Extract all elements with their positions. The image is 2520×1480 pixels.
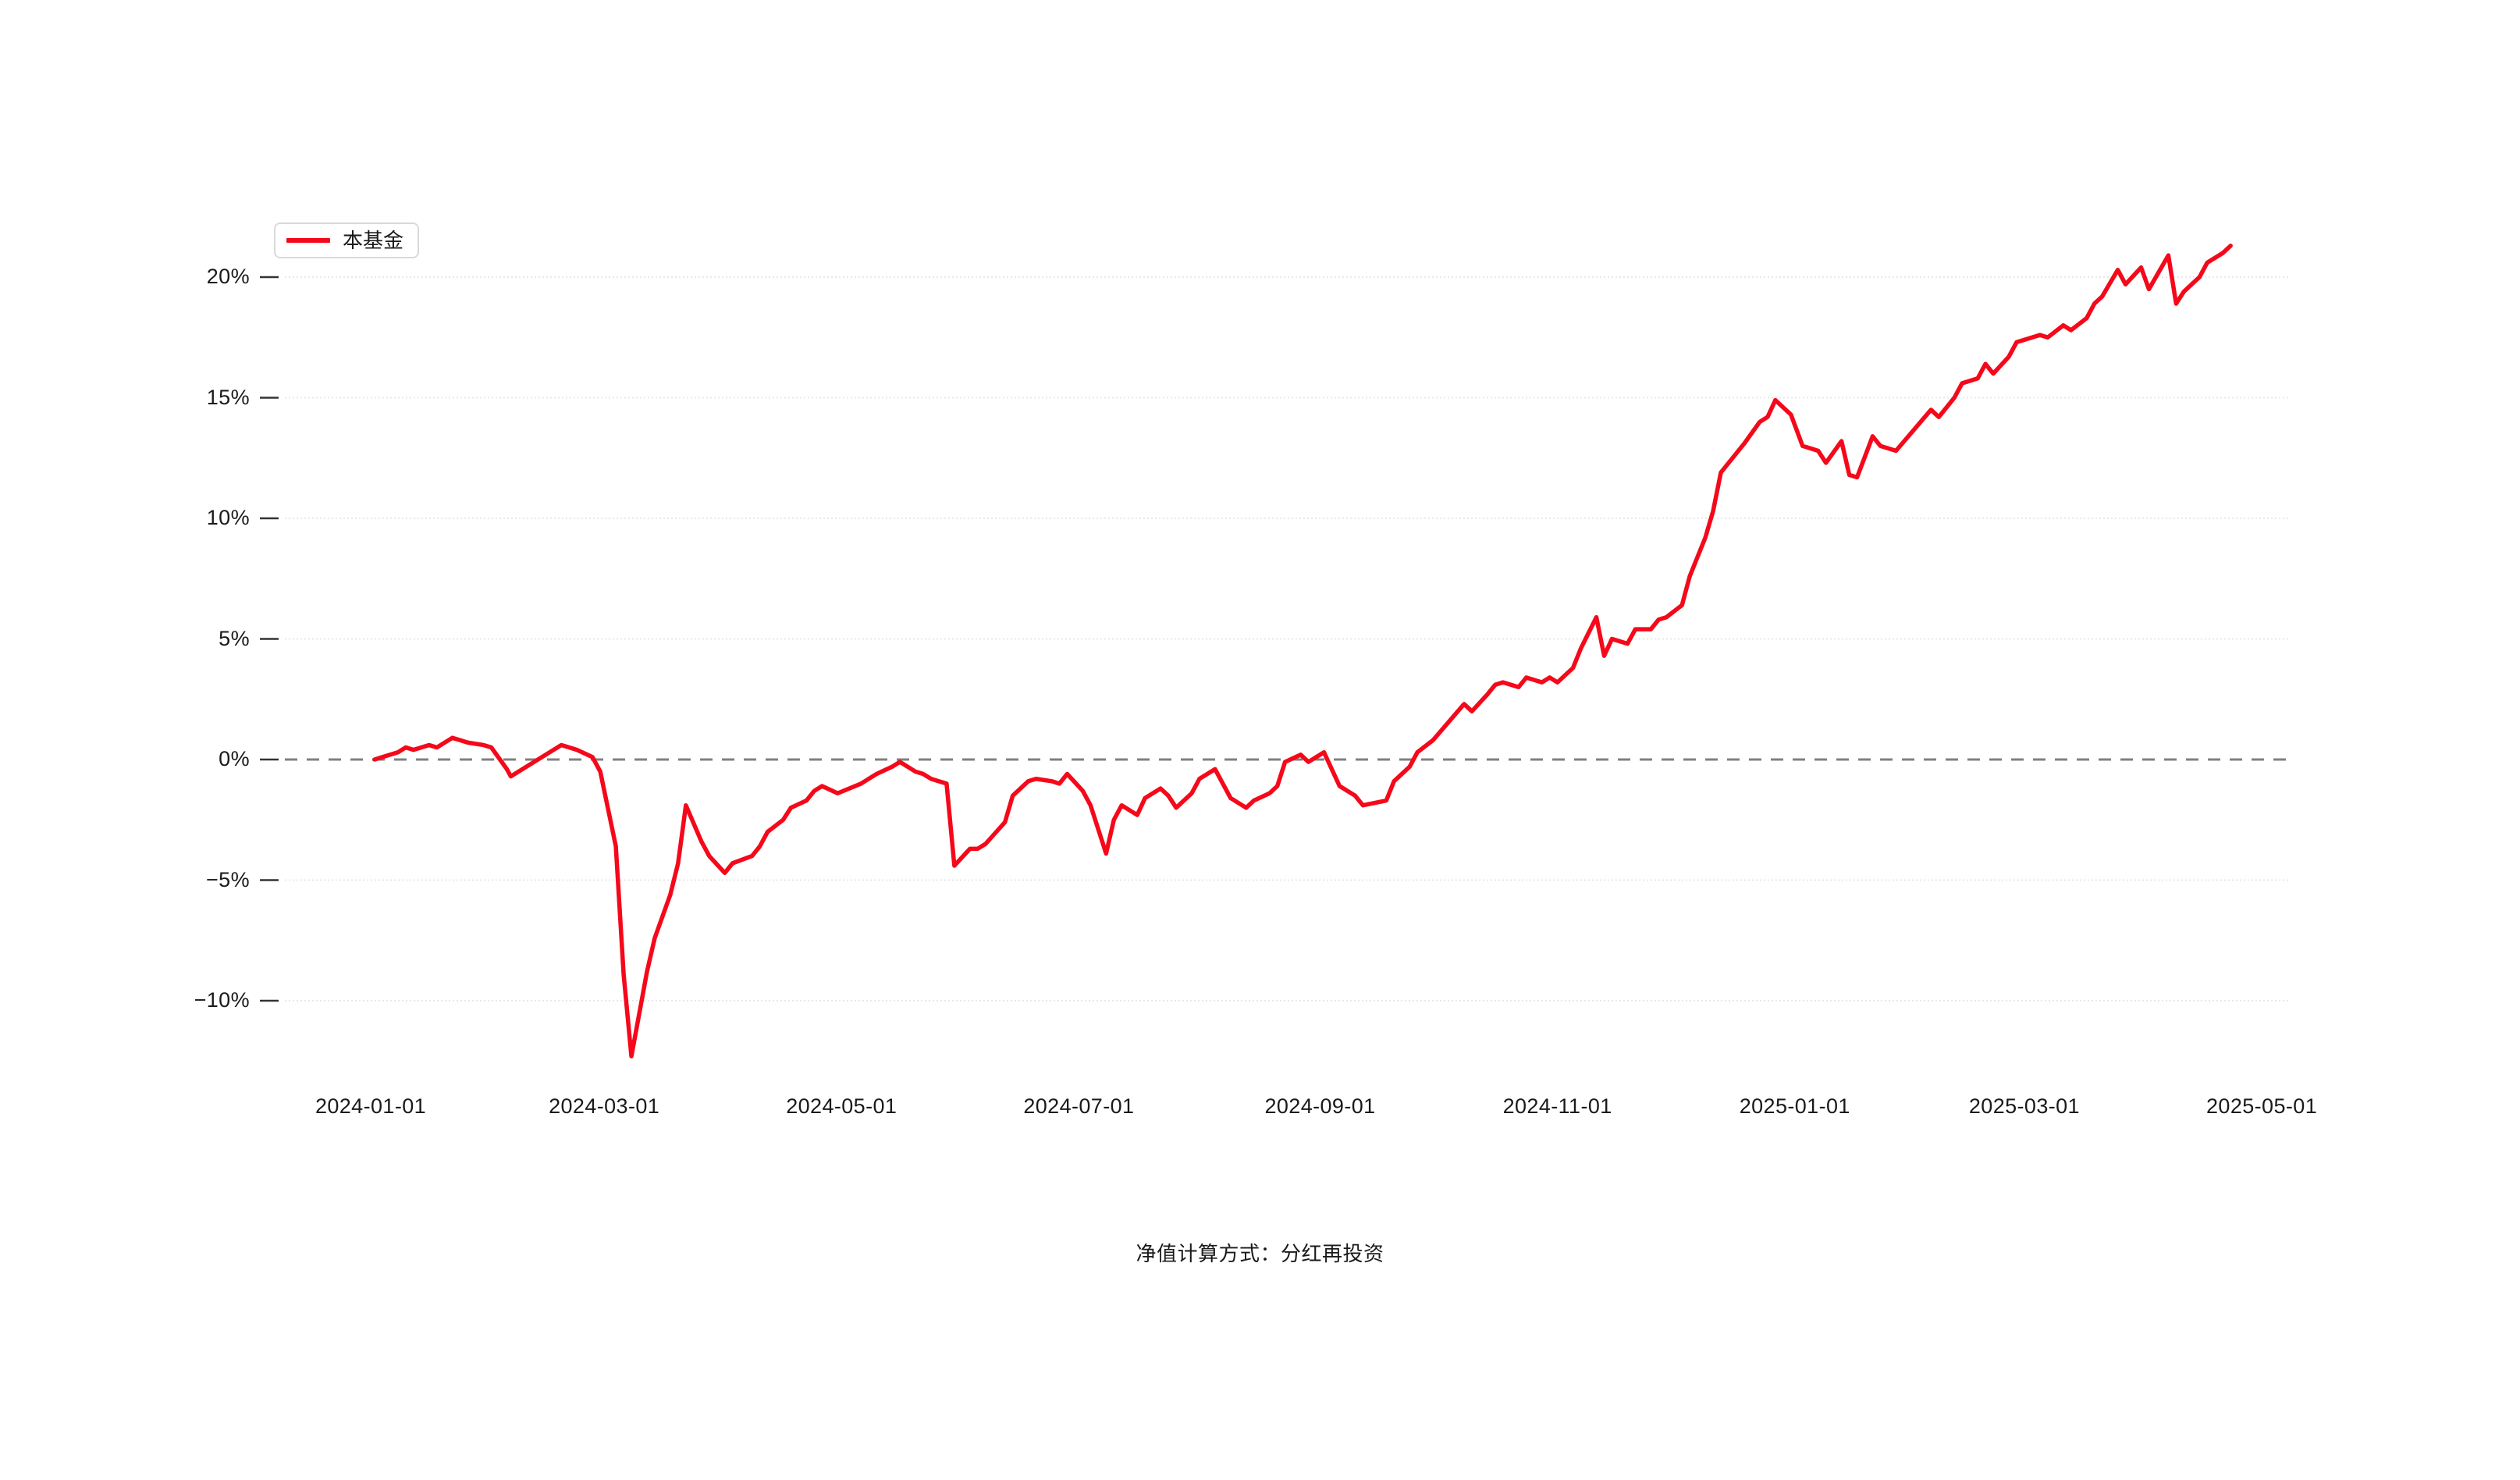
x-tick-label: 2024-03-01 [549, 1094, 660, 1118]
x-tick-label: 2024-01-01 [315, 1094, 427, 1118]
x-tick-label: 2025-03-01 [1968, 1094, 2080, 1118]
y-tick-label: 10% [206, 506, 250, 529]
x-tick-label: 2024-07-01 [1023, 1094, 1135, 1118]
line-swatch-icon [286, 238, 330, 243]
series-paths-group [372, 244, 2233, 1058]
x-tick-label: 2024-11-01 [1502, 1094, 1612, 1118]
x-tick-label: 2025-01-01 [1739, 1094, 1850, 1118]
y-tick-label: 0% [219, 747, 250, 770]
gridlines-group [285, 276, 2291, 1001]
x-tick-label: 2025-05-01 [2206, 1094, 2318, 1118]
nav-calculation-note: 净值计算方式：分红再投资 [1136, 1242, 1384, 1265]
series-line-1 [372, 244, 2233, 1058]
legend-item-label: 本基金 [343, 229, 404, 252]
x-tick-label: 2024-05-01 [786, 1094, 897, 1118]
y-tick-label: 15% [206, 385, 250, 409]
y-tick-label: −5% [206, 867, 250, 891]
y-tick-label: 20% [206, 265, 250, 288]
y-tick-label: 5% [219, 626, 250, 650]
y-tick-marks-group [260, 276, 279, 1002]
x-tick-label: 2024-09-01 [1264, 1094, 1376, 1118]
y-tick-label: −10% [194, 988, 250, 1012]
chart-legend[interactable]: 本基金 [274, 222, 420, 258]
